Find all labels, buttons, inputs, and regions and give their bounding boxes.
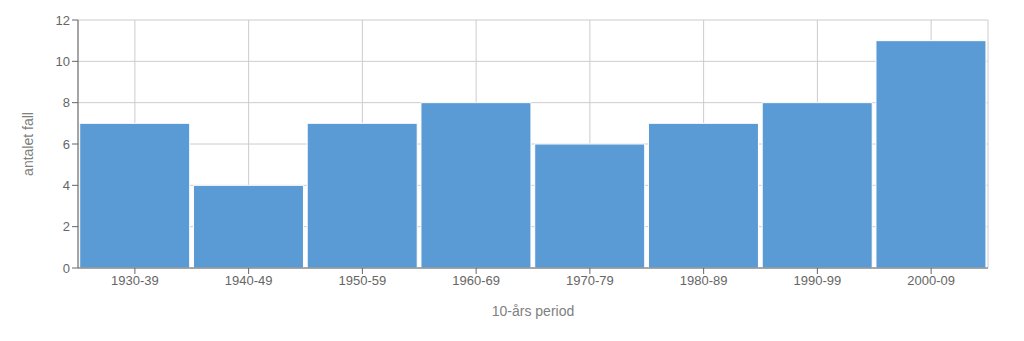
svg-text:8: 8 bbox=[63, 95, 70, 110]
svg-text:1980-89: 1980-89 bbox=[680, 273, 728, 288]
svg-text:10: 10 bbox=[56, 54, 70, 69]
svg-text:antalet fall: antalet fall bbox=[20, 112, 36, 176]
svg-text:6: 6 bbox=[63, 137, 70, 152]
svg-text:1940-49: 1940-49 bbox=[225, 273, 273, 288]
svg-text:0: 0 bbox=[63, 261, 70, 276]
svg-text:1950-59: 1950-59 bbox=[339, 273, 387, 288]
svg-text:2000-09: 2000-09 bbox=[907, 273, 955, 288]
svg-text:1970-79: 1970-79 bbox=[566, 273, 614, 288]
svg-text:2: 2 bbox=[63, 219, 70, 234]
svg-text:1990-99: 1990-99 bbox=[794, 273, 842, 288]
svg-text:12: 12 bbox=[56, 13, 70, 28]
svg-text:1960-69: 1960-69 bbox=[452, 273, 500, 288]
svg-text:1930-39: 1930-39 bbox=[111, 273, 159, 288]
svg-text:10-års period: 10-års period bbox=[492, 303, 575, 319]
svg-text:4: 4 bbox=[63, 178, 70, 193]
